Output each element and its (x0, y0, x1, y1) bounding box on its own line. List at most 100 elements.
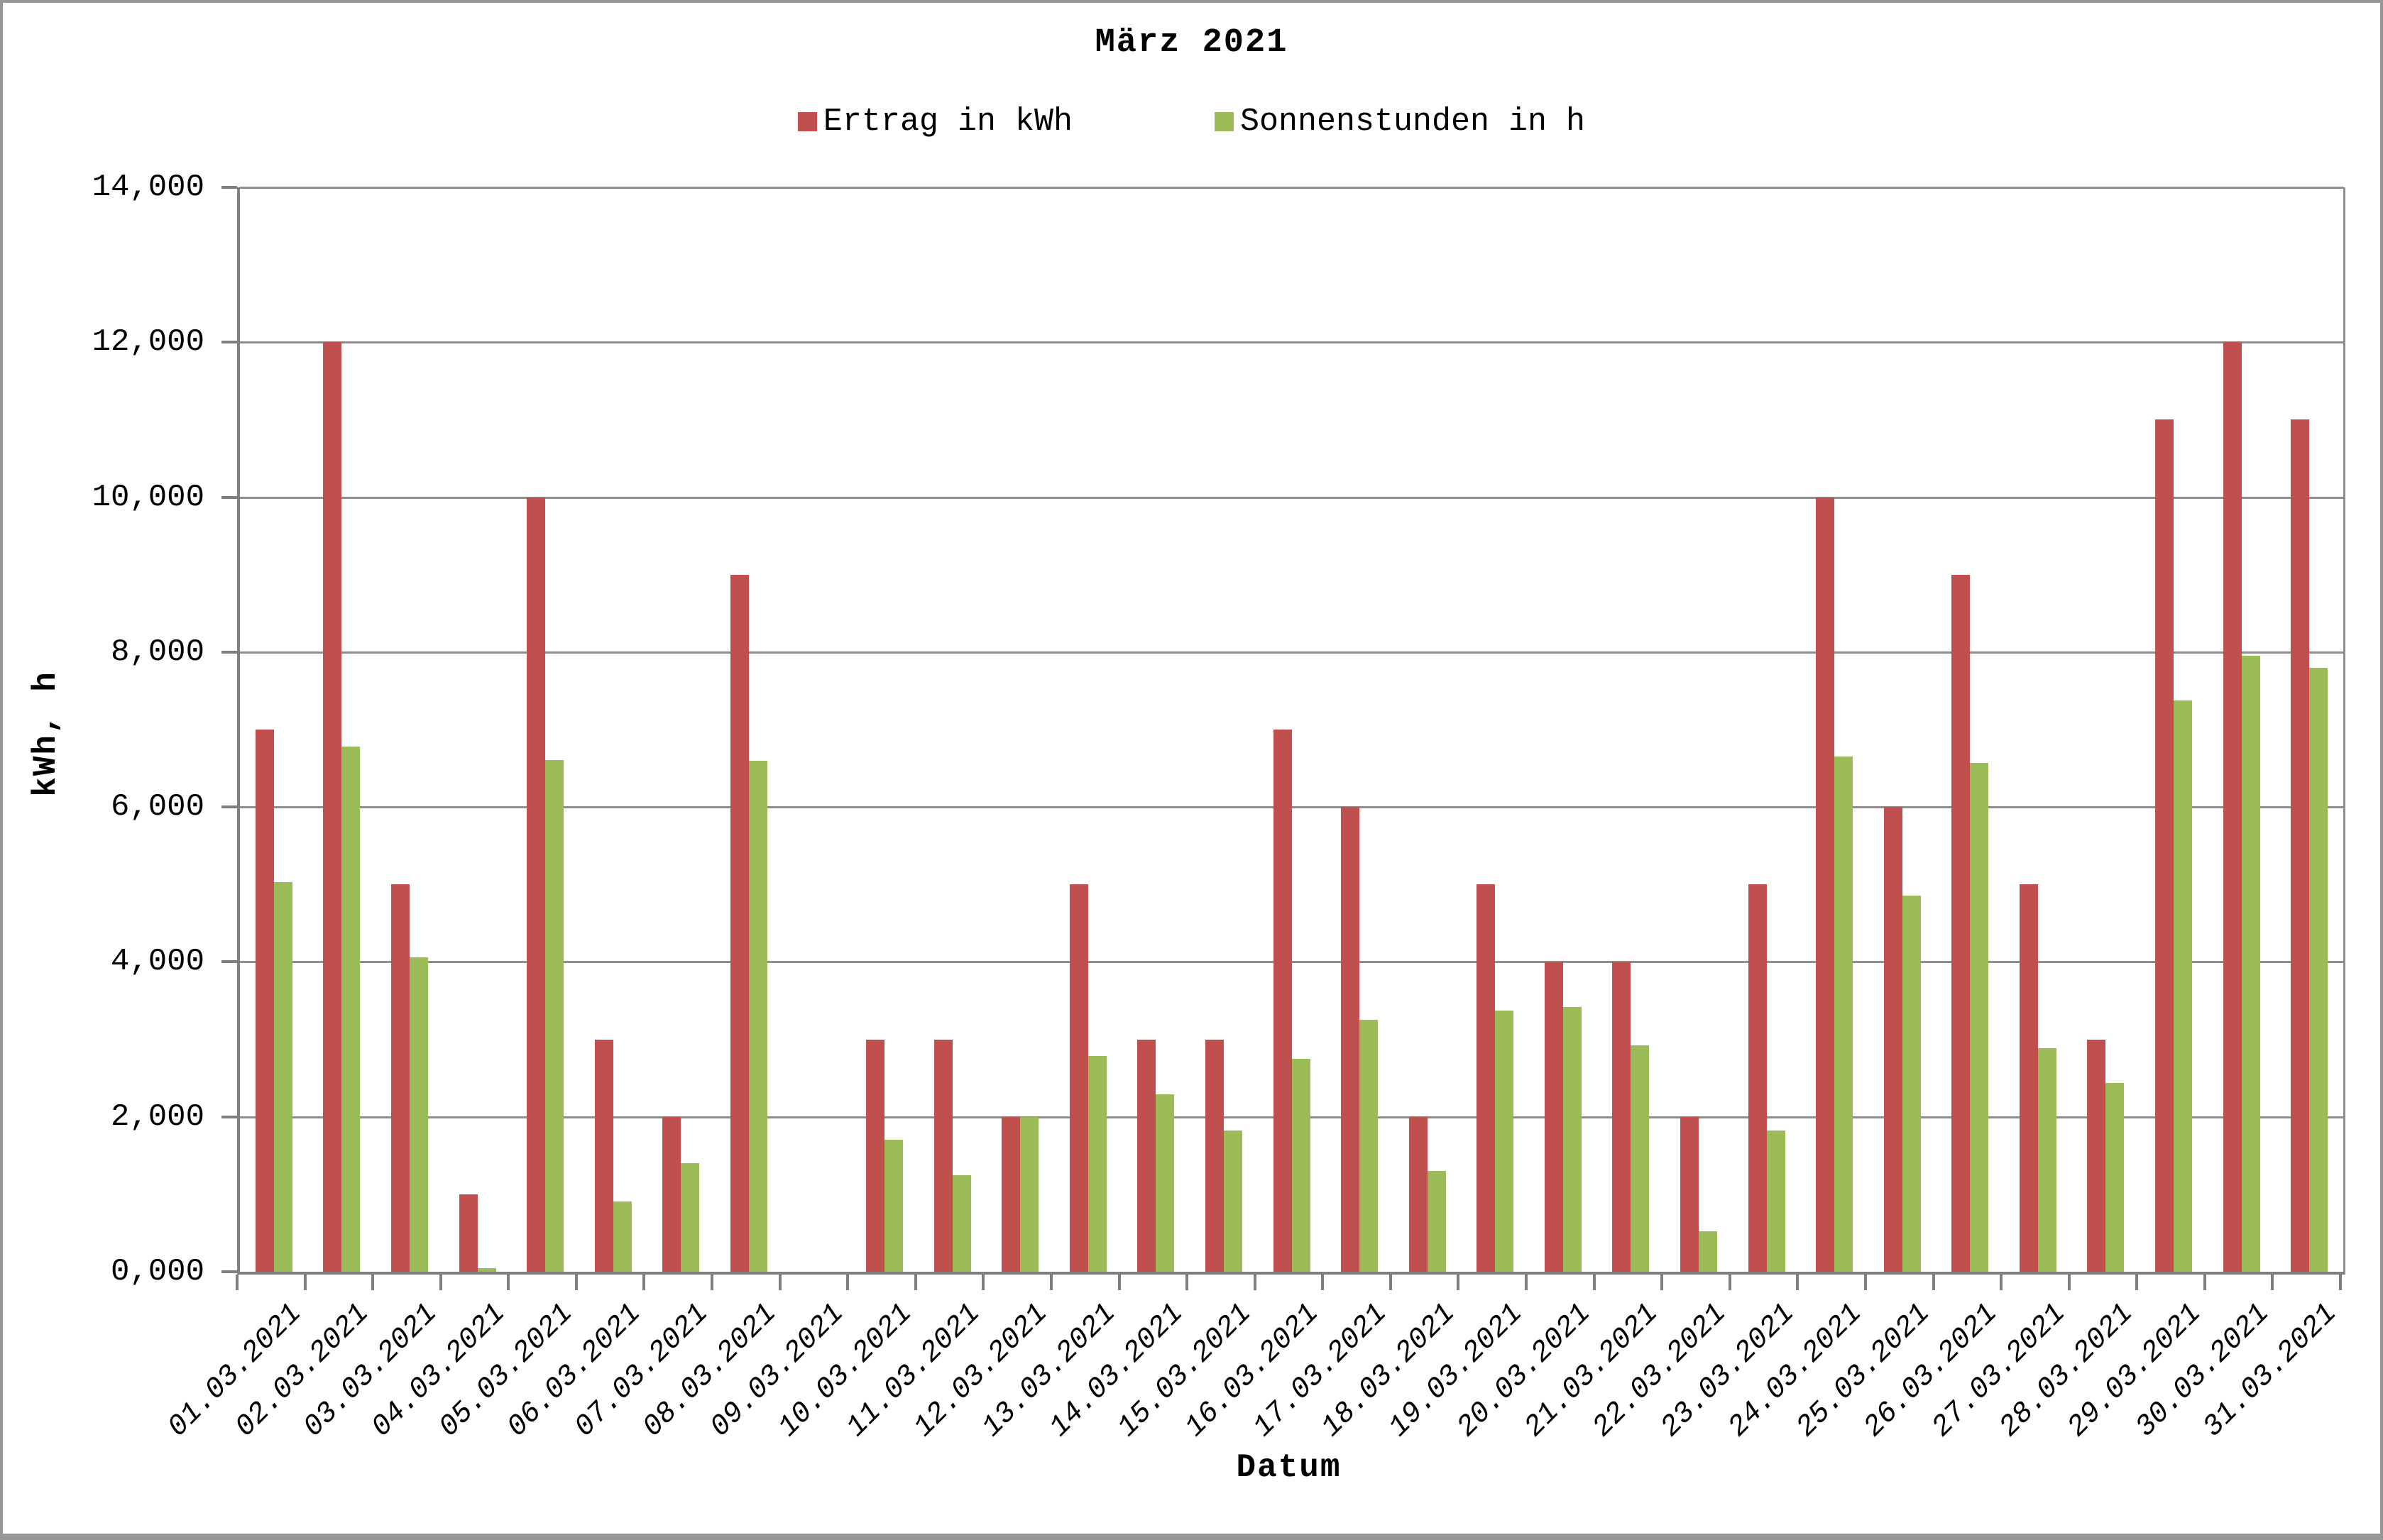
gridline-12000 (240, 341, 2343, 344)
bar-ertrag-23.03.2021 (1748, 884, 1767, 1272)
bar-ertrag-15.03.2021 (1205, 1039, 1224, 1272)
x-tick-4 (507, 1275, 510, 1290)
bar-sonnenstunden-19.03.2021 (1495, 1011, 1514, 1272)
bar-ertrag-31.03.2021 (2291, 419, 2310, 1272)
bar-sonnenstunden-24.03.2021 (1834, 757, 1853, 1272)
bar-sonnenstunden-25.03.2021 (1902, 895, 1921, 1272)
bar-sonnenstunden-08.03.2021 (748, 760, 767, 1272)
legend-swatch-ertrag-in-kwh (797, 112, 817, 131)
legend: Ertrag in kWh Sonnenstunden in h (3, 104, 2380, 140)
y-tick-6000 (221, 805, 237, 809)
bar-sonnenstunden-21.03.2021 (1631, 1045, 1650, 1272)
bar-ertrag-03.03.2021 (390, 884, 410, 1272)
bar-ertrag-30.03.2021 (2223, 342, 2242, 1272)
bar-ertrag-13.03.2021 (1069, 884, 1088, 1272)
bar-ertrag-01.03.2021 (255, 730, 274, 1272)
x-tick-16 (1321, 1275, 1325, 1290)
bar-ertrag-28.03.2021 (2087, 1039, 2106, 1272)
y-tick-label-4000: 4,000 (110, 944, 204, 980)
gridline-8000 (240, 651, 2343, 654)
x-tick-31 (2339, 1275, 2342, 1290)
x-tick-27 (2067, 1275, 2071, 1290)
x-tick-19 (1525, 1275, 1528, 1290)
x-tick-28 (2135, 1275, 2139, 1290)
y-tick-label-12000: 12,000 (92, 324, 204, 361)
bar-ertrag-21.03.2021 (1612, 962, 1631, 1272)
gridline-6000 (240, 806, 2343, 809)
y-tick-12000 (221, 341, 237, 344)
bar-ertrag-25.03.2021 (1883, 807, 1902, 1272)
x-tick-25 (1932, 1275, 1935, 1290)
bar-sonnenstunden-31.03.2021 (2309, 667, 2328, 1272)
gridline-4000 (240, 961, 2343, 964)
y-tick-label-10000: 10,000 (92, 479, 204, 515)
x-tick-17 (1388, 1275, 1392, 1290)
bar-ertrag-18.03.2021 (1408, 1116, 1428, 1272)
legend-label: Sonnenstunden in h (1239, 104, 1586, 140)
x-tick-2 (371, 1275, 375, 1290)
x-tick-18 (1457, 1275, 1460, 1290)
y-tick-8000 (221, 650, 237, 654)
legend-item-ertrag-in-kwh: Ertrag in kWh (797, 104, 1073, 140)
bar-sonnenstunden-28.03.2021 (2105, 1082, 2125, 1272)
bar-sonnenstunden-29.03.2021 (2174, 700, 2193, 1272)
x-tick-8 (778, 1275, 782, 1290)
bar-sonnenstunden-16.03.2021 (1291, 1058, 1310, 1272)
x-tick-24 (1863, 1275, 1867, 1290)
y-tick-label-14000: 14,000 (92, 170, 204, 205)
x-tick-1 (303, 1275, 307, 1290)
bar-ertrag-06.03.2021 (594, 1039, 613, 1272)
chart-title: März 2021 (1095, 24, 1288, 62)
y-tick-0 (221, 1270, 237, 1273)
y-tick-label-0: 0,000 (110, 1254, 204, 1289)
bar-sonnenstunden-11.03.2021 (952, 1175, 971, 1272)
bar-sonnenstunden-07.03.2021 (681, 1163, 700, 1272)
bar-ertrag-12.03.2021 (1002, 1116, 1021, 1272)
x-tick-26 (2000, 1275, 2003, 1290)
plot-area (237, 187, 2345, 1275)
x-tick-30 (2271, 1275, 2274, 1290)
bar-ertrag-02.03.2021 (323, 342, 342, 1272)
bar-sonnenstunden-20.03.2021 (1562, 1006, 1582, 1272)
bar-ertrag-04.03.2021 (459, 1194, 478, 1272)
bar-ertrag-24.03.2021 (1816, 497, 1835, 1272)
bar-ertrag-20.03.2021 (1544, 962, 1563, 1272)
bar-ertrag-29.03.2021 (2155, 419, 2174, 1272)
bar-sonnenstunden-02.03.2021 (341, 747, 361, 1272)
y-tick-2000 (221, 1115, 237, 1118)
x-tick-5 (574, 1275, 578, 1290)
x-tick-10 (914, 1275, 917, 1290)
bar-sonnenstunden-14.03.2021 (1156, 1094, 1175, 1272)
x-tick-0 (236, 1275, 239, 1290)
y-tick-10000 (221, 495, 237, 499)
bar-sonnenstunden-15.03.2021 (1223, 1131, 1242, 1272)
x-tick-20 (1592, 1275, 1596, 1290)
y-tick-label-6000: 6,000 (110, 789, 204, 825)
bar-ertrag-14.03.2021 (1137, 1039, 1156, 1272)
bar-sonnenstunden-05.03.2021 (545, 759, 564, 1272)
bar-sonnenstunden-17.03.2021 (1359, 1020, 1379, 1272)
bar-sonnenstunden-23.03.2021 (1766, 1131, 1785, 1272)
bar-sonnenstunden-01.03.2021 (273, 882, 292, 1272)
legend-label: Ertrag in kWh (823, 104, 1073, 140)
x-tick-12 (1049, 1275, 1053, 1290)
y-tick-14000 (221, 186, 237, 189)
bar-sonnenstunden-06.03.2021 (613, 1201, 632, 1272)
bar-ertrag-10.03.2021 (866, 1039, 885, 1272)
bar-sonnenstunden-04.03.2021 (477, 1267, 496, 1272)
bar-sonnenstunden-10.03.2021 (884, 1140, 904, 1272)
x-tick-14 (1185, 1275, 1189, 1290)
gridline-10000 (240, 496, 2343, 499)
bar-sonnenstunden-12.03.2021 (1020, 1116, 1039, 1272)
x-tick-6 (642, 1275, 646, 1290)
x-tick-9 (846, 1275, 850, 1290)
x-tick-22 (1728, 1275, 1731, 1290)
bar-ertrag-26.03.2021 (1951, 574, 1971, 1272)
bar-ertrag-19.03.2021 (1477, 884, 1496, 1272)
x-tick-13 (1117, 1275, 1121, 1290)
x-tick-15 (1253, 1275, 1256, 1290)
bar-ertrag-22.03.2021 (1680, 1116, 1699, 1272)
x-axis-title: Datum (1236, 1449, 1342, 1486)
